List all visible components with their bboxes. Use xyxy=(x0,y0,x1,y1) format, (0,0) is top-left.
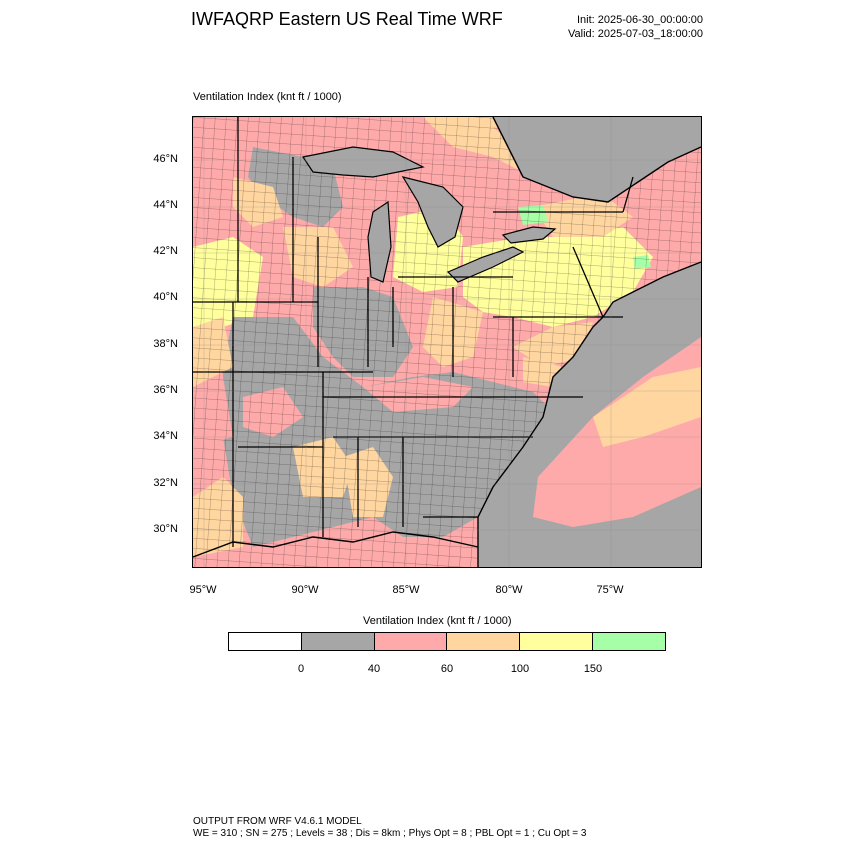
lake-huron xyxy=(401,176,464,248)
lake-ontario xyxy=(501,226,557,244)
colorbar-label: 60 xyxy=(440,663,454,675)
colorbar-label: 150 xyxy=(583,663,603,675)
colorbar-label: 40 xyxy=(367,663,381,675)
map-panel xyxy=(192,116,702,568)
lon-tick: 80°W xyxy=(495,584,523,596)
lat-tick: 38°N xyxy=(153,338,178,350)
lat-tick: 30°N xyxy=(153,523,178,535)
ventilation-map xyxy=(193,117,701,567)
colorbar-box xyxy=(520,633,594,650)
colorbar-box xyxy=(374,633,448,650)
time-info: Init: 2025-06-30_00:00:00 Valid: 2025-07… xyxy=(520,13,703,41)
lat-tick: 46°N xyxy=(153,153,178,165)
colorbar-box xyxy=(301,633,375,650)
page-title: IWFAQRP Eastern US Real Time WRF xyxy=(191,9,503,29)
lat-tick: 32°N xyxy=(153,477,178,489)
colorbar-label: 0 xyxy=(297,663,305,675)
model-info: OUTPUT FROM WRF V4.6.1 MODEL WE = 310 ; … xyxy=(193,816,586,840)
valid-time: Valid: 2025-07-03_18:00:00 xyxy=(568,28,703,40)
model-info-line1: OUTPUT FROM WRF V4.6.1 MODEL xyxy=(193,816,362,827)
lat-tick: 42°N xyxy=(153,245,178,257)
lat-tick: 40°N xyxy=(153,291,178,303)
graticule xyxy=(193,117,701,567)
colorbar-title: Ventilation Index (knt ft / 1000) xyxy=(363,615,512,627)
colorbar-box xyxy=(593,633,665,650)
model-info-line2: WE = 310 ; SN = 275 ; Levels = 38 ; Dis … xyxy=(193,828,587,839)
lake-erie xyxy=(446,246,525,283)
lon-tick: 90°W xyxy=(291,584,319,596)
lat-tick: 34°N xyxy=(153,430,178,442)
lat-tick: 44°N xyxy=(153,199,178,211)
lake-michigan xyxy=(367,200,392,283)
colorbar-label: 100 xyxy=(510,663,530,675)
colorbar-box xyxy=(229,633,302,650)
lon-tick: 85°W xyxy=(392,584,420,596)
lake-superior xyxy=(302,146,425,178)
lon-tick: 95°W xyxy=(189,584,217,596)
colorbar xyxy=(228,632,666,651)
map-field-label: Ventilation Index (knt ft / 1000) xyxy=(193,91,342,103)
lon-tick: 75°W xyxy=(596,584,624,596)
init-time: Init: 2025-06-30_00:00:00 xyxy=(577,14,703,26)
colorbar-box xyxy=(447,633,521,650)
lat-tick: 36°N xyxy=(153,384,178,396)
